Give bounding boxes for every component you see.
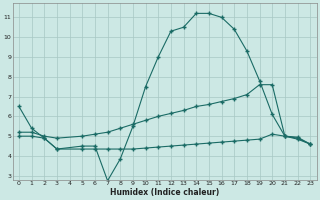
X-axis label: Humidex (Indice chaleur): Humidex (Indice chaleur): [110, 188, 219, 197]
